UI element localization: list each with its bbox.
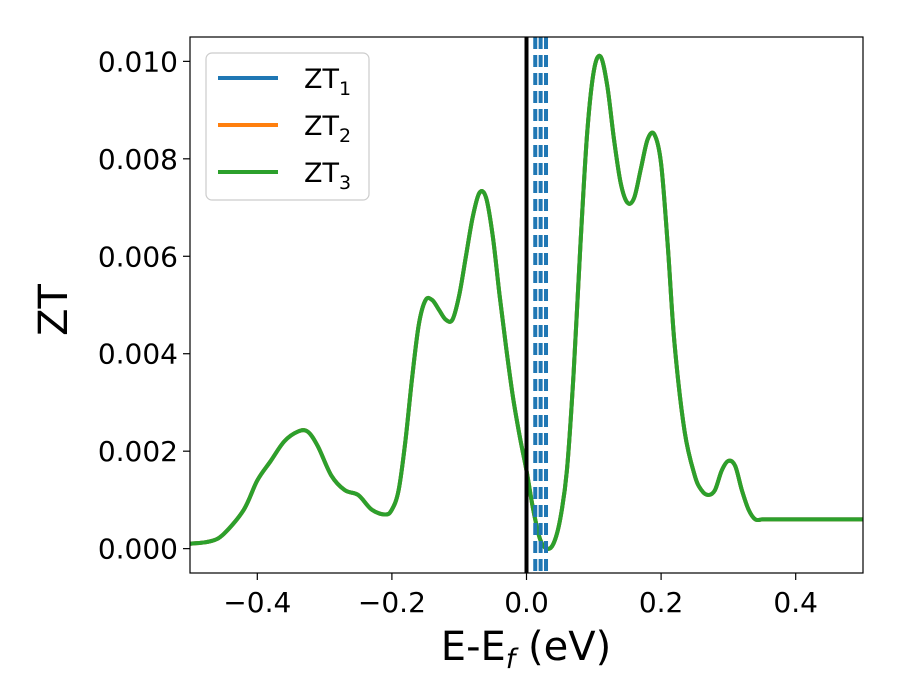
y-tick-label: 0.004 <box>98 338 178 371</box>
x-tick-label: −0.2 <box>358 586 426 619</box>
legend-box <box>205 52 370 201</box>
legend-label-zt1: ZT1 <box>304 64 351 100</box>
plot-area <box>190 37 863 573</box>
y-axis-label: ZT <box>31 284 77 336</box>
series-line-zt3 <box>190 53 863 551</box>
x-tick-label: 0.4 <box>773 586 818 619</box>
x-tick-label: −0.4 <box>223 586 291 619</box>
y-tick-label: 0.008 <box>98 143 178 176</box>
legend-label-zt2: ZT2 <box>304 111 351 147</box>
x-tick-label: 0.0 <box>504 586 549 619</box>
legend: ZT1 ZT2 ZT3 <box>205 52 370 201</box>
y-tick-label: 0.002 <box>98 435 178 468</box>
y-tick-label: 0.006 <box>98 240 178 273</box>
y-tick-label: 0.010 <box>98 45 178 78</box>
x-tick-label: 0.2 <box>639 586 684 619</box>
legend-label-zt3: ZT3 <box>304 158 351 194</box>
x-axis-label: E-Ef (eV) <box>441 624 611 675</box>
plot-content <box>190 37 863 573</box>
axis-ticks: −0.4 −0.2 0.0 0.2 0.4 0.000 0.002 0.004 0.006 0.0… <box>98 45 818 619</box>
y-tick-label: 0.000 <box>98 533 178 566</box>
